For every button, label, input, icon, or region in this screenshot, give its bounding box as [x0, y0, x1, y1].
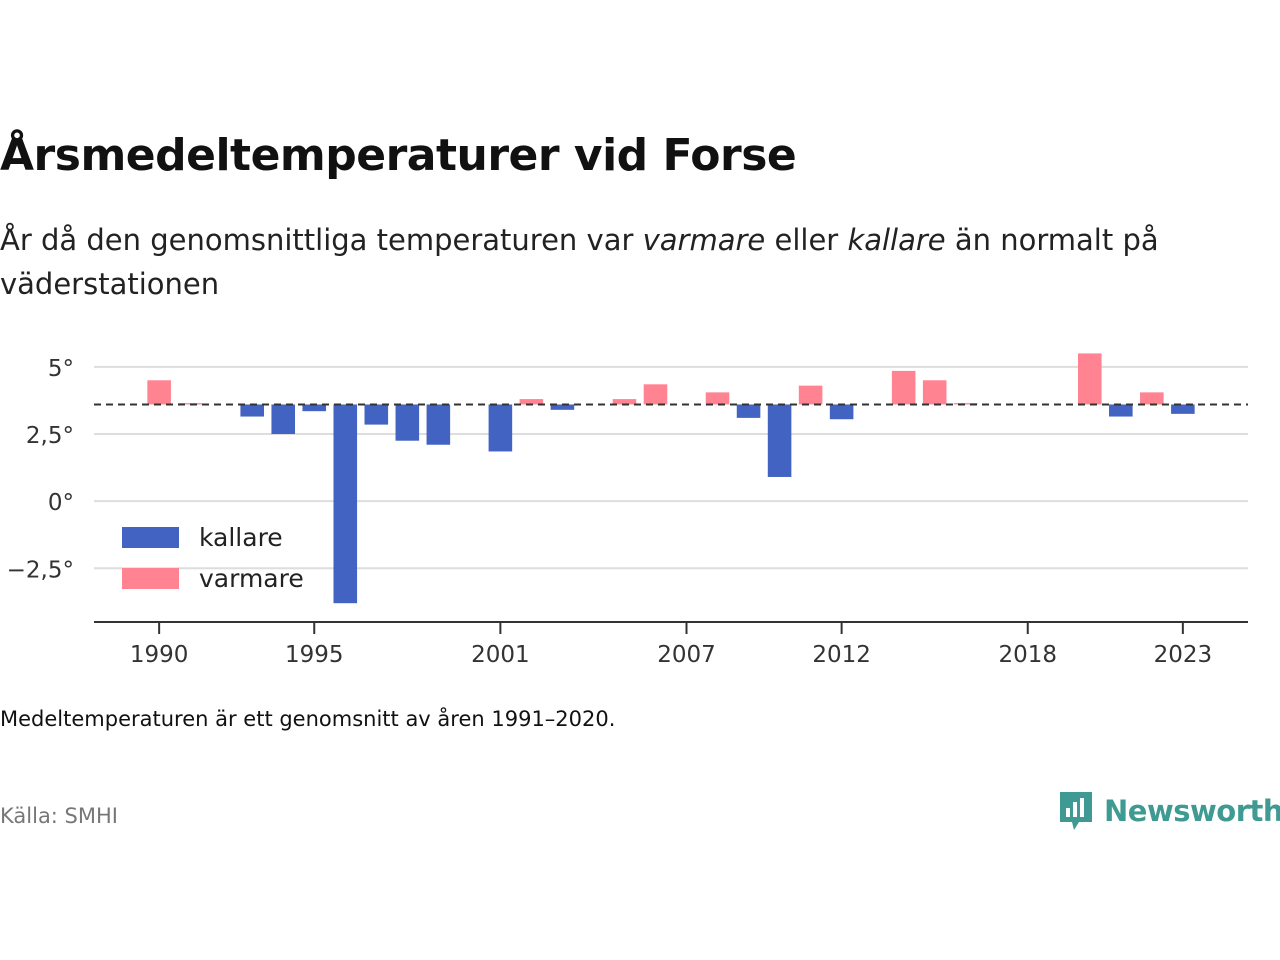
y-tick-label: 5° [48, 356, 74, 382]
bar [922, 380, 947, 405]
bar [767, 404, 792, 477]
brand-logo[interactable]: Newsworthy [1058, 790, 1280, 832]
chart-subtitle: År då den genomsnittliga temperaturen va… [0, 218, 1270, 306]
x-tick-label: 2007 [657, 642, 716, 668]
bar [798, 385, 823, 405]
bar [953, 403, 978, 405]
bar [643, 384, 668, 405]
x-tick-label: 2023 [1154, 642, 1213, 668]
subtitle-part-3: än normalt på väderstationen [0, 223, 1159, 301]
subtitle-warm-word: varmare [642, 223, 766, 257]
bar [1140, 392, 1164, 405]
bar [395, 404, 420, 441]
x-tick-label: 2012 [812, 642, 871, 668]
bar [829, 404, 854, 420]
newsworthy-logo-icon [1060, 792, 1092, 830]
subtitle-part-2: eller [765, 223, 848, 257]
temperature-bar-chart: 5° 2,5° 0° −2,5° 1990 1995 2001 2007 2012 2018 20… [7, 353, 1248, 668]
bar [612, 399, 637, 405]
bar [1078, 353, 1102, 405]
legend-label: kallare [199, 523, 283, 552]
bars [147, 353, 1195, 604]
x-tick-label: 2001 [471, 642, 530, 668]
bar [891, 370, 916, 405]
bar [519, 399, 544, 405]
subtitle-part-1: År då den genomsnittliga temperaturen va… [0, 223, 643, 257]
legend-label: varmare [199, 564, 304, 593]
y-tick-label: −2,5° [7, 557, 74, 583]
x-tick-label: 1995 [285, 642, 344, 668]
bar [705, 392, 730, 405]
bar [1109, 404, 1133, 417]
subtitle-cold-word: kallare [847, 223, 946, 257]
x-tick-label: 1990 [130, 642, 189, 668]
brand-name: Newsworthy [1104, 794, 1280, 828]
bar [1171, 404, 1195, 414]
bar [271, 404, 296, 434]
bar [333, 404, 358, 604]
x-axis-ticks: 1990 1995 2001 2007 2012 2018 2023 [130, 622, 1212, 668]
bar [550, 404, 575, 410]
legend-swatch [122, 527, 179, 548]
bar [302, 404, 327, 412]
x-tick-label: 2018 [998, 642, 1057, 668]
bar [240, 404, 264, 417]
bar [147, 380, 171, 405]
bar [488, 404, 513, 452]
bar [426, 404, 451, 445]
legend-swatch [122, 568, 179, 589]
y-tick-label: 2,5° [26, 423, 74, 449]
y-axis-ticks: 5° 2,5° 0° −2,5° [7, 356, 74, 583]
footnote: Medeltemperaturen är ett genomsnitt av å… [0, 707, 616, 731]
chart-title: Årsmedeltemperaturer vid Forse [0, 130, 797, 181]
legend: kallare varmare [122, 523, 304, 593]
source-label: Källa: SMHI [0, 804, 118, 828]
grid-lines [94, 365, 1248, 570]
y-tick-label: 0° [48, 490, 74, 516]
bar [364, 404, 389, 425]
bar [736, 404, 761, 418]
